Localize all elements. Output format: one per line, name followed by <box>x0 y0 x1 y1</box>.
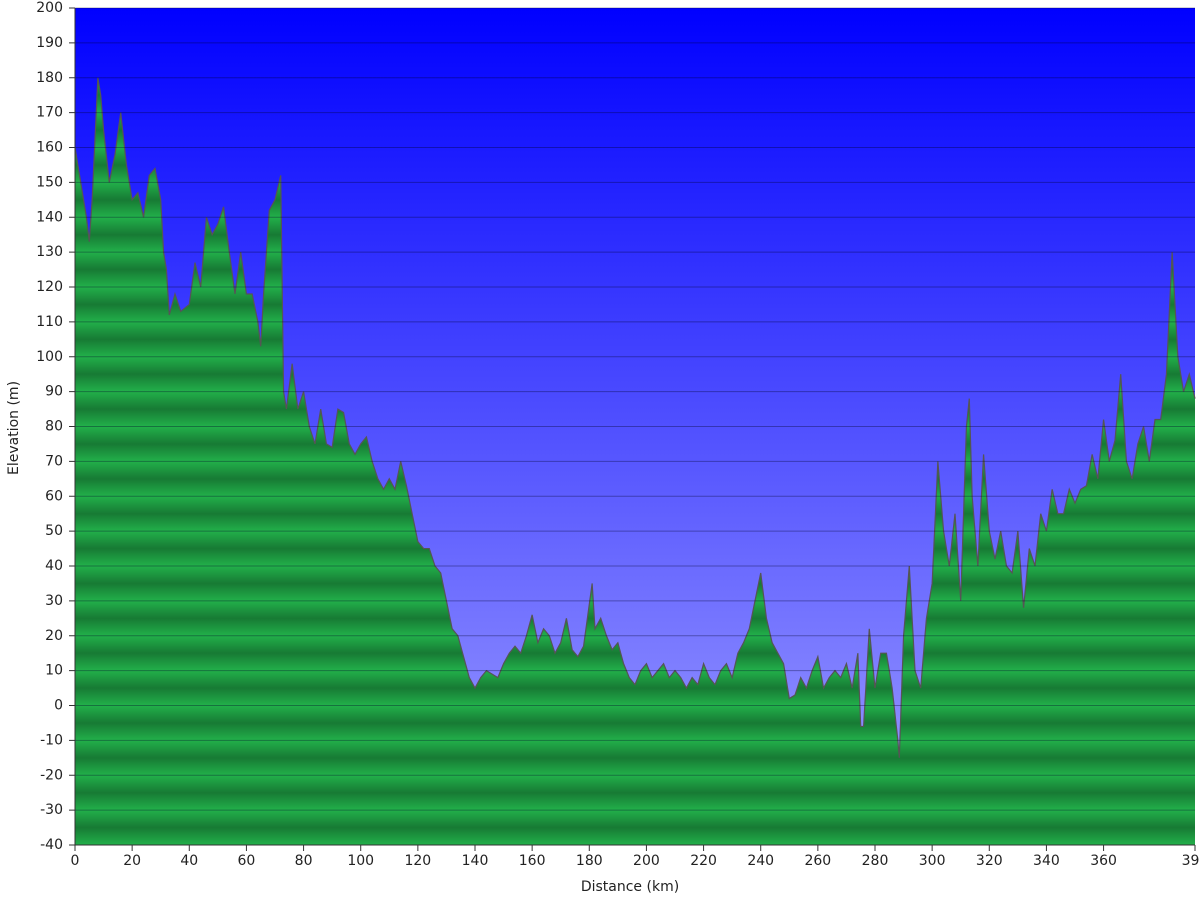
x-tick-label: 240 <box>747 853 774 869</box>
y-tick-label: 110 <box>36 314 63 330</box>
elevation-area <box>75 77 1195 845</box>
y-tick-label: 190 <box>36 35 63 51</box>
x-tick-label: 0 <box>71 853 80 869</box>
y-tick-label: 140 <box>36 209 63 225</box>
x-axis-title: Distance (km) <box>581 879 679 895</box>
y-tick-label: 130 <box>36 244 63 260</box>
y-tick-label: 20 <box>45 628 63 644</box>
x-tick-label: 140 <box>462 853 489 869</box>
x-tick-label: 392 <box>1182 853 1200 869</box>
y-tick-label: 170 <box>36 105 63 121</box>
x-tick-label: 60 <box>238 853 256 869</box>
y-tick-label: 100 <box>36 349 63 365</box>
x-tick-label: 340 <box>1033 853 1060 869</box>
y-tick-label: 60 <box>45 488 63 504</box>
y-tick-label: 10 <box>45 663 63 679</box>
y-tick-label: 50 <box>45 523 63 539</box>
x-tick-label: 360 <box>1090 853 1117 869</box>
x-tick-label: 320 <box>976 853 1003 869</box>
x-tick-label: 180 <box>576 853 603 869</box>
y-tick-label: 120 <box>36 279 63 295</box>
x-tick-label: 80 <box>295 853 313 869</box>
y-tick-label: 70 <box>45 453 63 469</box>
y-tick-label: 80 <box>45 419 63 435</box>
elevation-line <box>74 77 1196 758</box>
y-tick-label: -30 <box>40 802 63 818</box>
x-tick-label: 100 <box>347 853 374 869</box>
y-tick-label: 160 <box>36 140 63 156</box>
x-tick-label: 40 <box>180 853 198 869</box>
x-tick-label: 200 <box>633 853 660 869</box>
x-tick-label: 20 <box>123 853 141 869</box>
y-tick-label: 30 <box>45 593 63 609</box>
y-tick-label: 90 <box>45 384 63 400</box>
x-tick-label: 120 <box>404 853 431 869</box>
x-tick-label: 280 <box>862 853 889 869</box>
y-tick-label: 150 <box>36 174 63 190</box>
x-tick-label: 160 <box>519 853 546 869</box>
y-tick-label: 200 <box>36 0 63 16</box>
y-tick-label: -10 <box>40 732 63 748</box>
y-tick-label: 0 <box>54 698 63 714</box>
x-tick-label: 260 <box>804 853 831 869</box>
y-tick-label: 180 <box>36 70 63 86</box>
y-tick-label: -20 <box>40 767 63 783</box>
y-tick-label: 40 <box>45 558 63 574</box>
x-tick-label: 220 <box>690 853 717 869</box>
x-tick-label: 300 <box>919 853 946 869</box>
y-tick-label: -40 <box>40 837 63 853</box>
y-axis-title: Elevation (m) <box>6 381 22 475</box>
